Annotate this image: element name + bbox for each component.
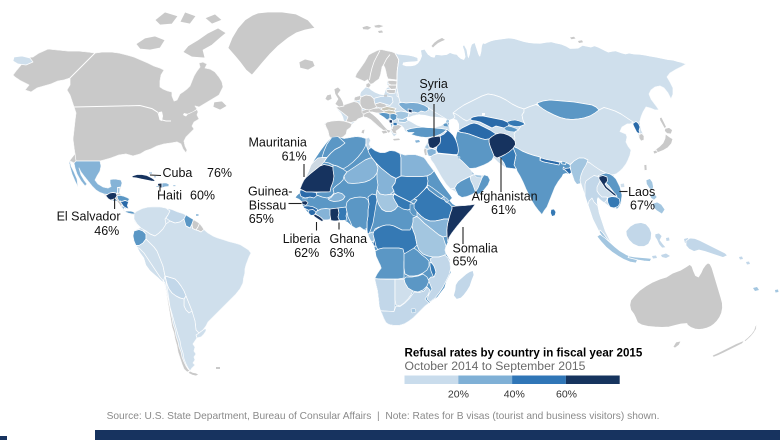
svg-text:Liberia: Liberia (283, 232, 321, 246)
svg-text:65%: 65% (453, 255, 478, 269)
svg-text:61%: 61% (282, 150, 307, 164)
svg-text:60%: 60% (556, 389, 577, 401)
svg-text:Mauritania: Mauritania (249, 136, 307, 150)
svg-text:63%: 63% (330, 246, 355, 260)
svg-text:76%: 76% (207, 166, 232, 180)
svg-text:Afghanistan: Afghanistan (472, 190, 538, 204)
svg-text:Syria: Syria (419, 77, 448, 91)
svg-text:40%: 40% (504, 389, 525, 401)
svg-text:46%: 46% (94, 224, 119, 238)
svg-text:63%: 63% (420, 91, 445, 105)
svg-text:Cuba: Cuba (163, 166, 193, 180)
svg-text:Refusal rates by country in fi: Refusal rates by country in fiscal year … (405, 347, 643, 360)
svg-text:Source: U.S. State Department,: Source: U.S. State Department, Bureau of… (107, 411, 660, 422)
svg-text:20%: 20% (448, 389, 469, 401)
svg-text:65%: 65% (249, 212, 274, 226)
svg-text:61%: 61% (491, 203, 516, 217)
svg-text:Ghana: Ghana (330, 232, 368, 246)
svg-text:El Salvador: El Salvador (57, 210, 121, 224)
svg-text:Bissau: Bissau (249, 198, 287, 212)
svg-text:Haiti: Haiti (157, 188, 182, 202)
svg-text:Laos: Laos (628, 185, 655, 199)
svg-text:October 2014 to September 2015: October 2014 to September 2015 (405, 359, 586, 373)
svg-text:Somalia: Somalia (453, 242, 498, 256)
svg-text:62%: 62% (294, 246, 319, 260)
svg-text:67%: 67% (630, 199, 655, 213)
svg-text:Guinea-: Guinea- (248, 185, 292, 199)
svg-text:60%: 60% (190, 188, 215, 202)
